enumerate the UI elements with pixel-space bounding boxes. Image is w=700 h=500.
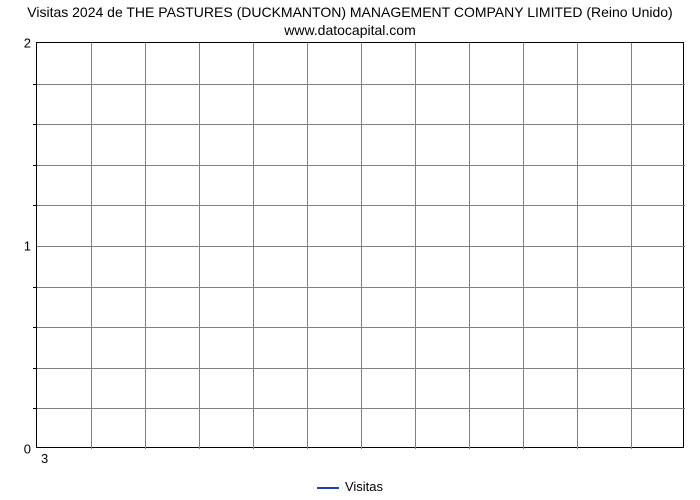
gridline-vertical bbox=[307, 43, 308, 449]
gridline-vertical bbox=[199, 43, 200, 449]
legend-swatch bbox=[317, 487, 339, 489]
legend: Visitas bbox=[0, 479, 700, 494]
gridline-vertical bbox=[577, 43, 578, 449]
chart-title: Visitas 2024 de THE PASTURES (DUCKMANTON… bbox=[0, 4, 700, 39]
chart-container: Visitas 2024 de THE PASTURES (DUCKMANTON… bbox=[0, 0, 700, 500]
gridline-vertical bbox=[253, 43, 254, 449]
y-minor-tick bbox=[33, 124, 37, 125]
y-tick-label: 0 bbox=[24, 442, 31, 457]
y-minor-tick bbox=[33, 84, 37, 85]
plot-area: 0123 bbox=[36, 42, 684, 448]
gridline-vertical bbox=[415, 43, 416, 449]
x-tick-label: 3 bbox=[41, 451, 48, 466]
y-tick-label: 2 bbox=[24, 36, 31, 51]
gridline-vertical bbox=[523, 43, 524, 449]
gridline-vertical bbox=[91, 43, 92, 449]
y-minor-tick bbox=[33, 327, 37, 328]
y-minor-tick bbox=[33, 205, 37, 206]
gridline-vertical bbox=[361, 43, 362, 449]
y-minor-tick bbox=[33, 408, 37, 409]
gridline-vertical bbox=[145, 43, 146, 449]
gridline-vertical bbox=[631, 43, 632, 449]
y-minor-tick bbox=[33, 165, 37, 166]
y-minor-tick bbox=[33, 368, 37, 369]
chart-title-line1: Visitas 2024 de THE PASTURES (DUCKMANTON… bbox=[27, 4, 672, 20]
y-tick-label: 1 bbox=[24, 239, 31, 254]
legend-label: Visitas bbox=[345, 479, 383, 494]
gridline-vertical bbox=[469, 43, 470, 449]
chart-title-line2: www.datocapital.com bbox=[284, 22, 416, 38]
y-minor-tick bbox=[33, 287, 37, 288]
